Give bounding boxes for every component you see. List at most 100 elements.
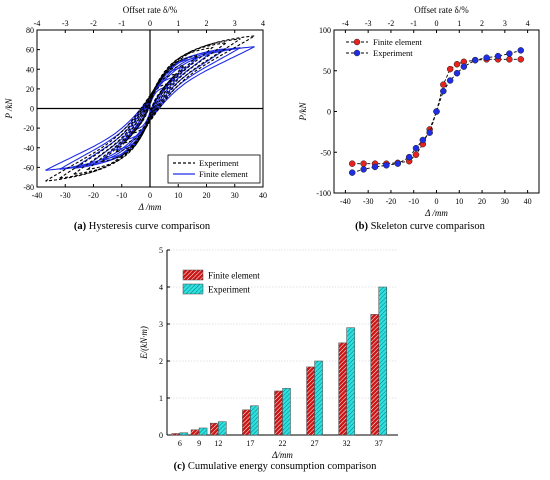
y-tick-label: -100 xyxy=(316,189,331,198)
caption-c: (c) Cumulative energy consumption compar… xyxy=(95,461,455,472)
caption-c-letter: (c) xyxy=(173,461,186,472)
y-tick-label: 3 xyxy=(159,320,163,329)
top-tick-label: -1 xyxy=(410,19,417,28)
bar xyxy=(218,421,227,436)
data-point xyxy=(517,47,525,54)
y-tick-label: 20 xyxy=(26,85,34,94)
series-experiment xyxy=(45,35,255,182)
top-axis-label: Offset rate δ/% xyxy=(414,5,469,15)
y-tick-label: -50 xyxy=(320,148,331,157)
y-tick-label: 100 xyxy=(319,26,331,35)
data-point xyxy=(440,81,447,88)
legend-label: Finite element xyxy=(208,271,260,281)
legend-swatch-marker xyxy=(353,38,361,46)
y-tick-label: 0 xyxy=(327,108,331,117)
bar xyxy=(282,388,291,436)
x-tick-label: -20 xyxy=(88,191,99,200)
y-tick-label: 5 xyxy=(159,246,163,255)
top-tick-label: 1 xyxy=(457,19,461,28)
data-point xyxy=(433,108,440,115)
legend-label: Finite element xyxy=(199,169,249,179)
top-tick-label: -4 xyxy=(34,19,41,28)
data-point xyxy=(360,166,367,173)
y-tick-label: 0 xyxy=(159,431,163,440)
x-tick-label: 9 xyxy=(197,439,201,448)
data-point xyxy=(440,87,447,95)
top-tick-label: 4 xyxy=(261,19,265,28)
legend-swatch xyxy=(182,269,204,281)
x-tick-label: 37 xyxy=(375,439,383,448)
top-tick-label: -2 xyxy=(90,19,97,28)
bar xyxy=(250,405,259,436)
x-tick-label: 27 xyxy=(311,439,319,448)
x-tick-label: 10 xyxy=(174,191,182,200)
bar xyxy=(338,342,347,436)
data-point xyxy=(460,63,468,70)
data-point xyxy=(412,144,420,152)
top-tick-label: 2 xyxy=(480,19,484,28)
x-tick-label: -20 xyxy=(386,197,397,206)
y-tick-label: 50 xyxy=(323,67,331,76)
data-point xyxy=(412,151,420,158)
caption-b-letter: (b) xyxy=(355,221,368,232)
y-tick-label: -60 xyxy=(23,163,34,172)
y-tick-label: -40 xyxy=(23,144,34,153)
legend-label: Finite element xyxy=(373,37,423,47)
bar xyxy=(378,286,387,436)
data-point xyxy=(405,153,413,161)
top-tick-label: 0 xyxy=(435,19,439,28)
y-axis-label: P /kN xyxy=(4,97,14,119)
x-tick-label: 40 xyxy=(524,197,532,206)
caption-a-letter: (a) xyxy=(73,221,87,232)
y-tick-label: 60 xyxy=(26,46,34,55)
series-experiment xyxy=(348,47,525,176)
bar xyxy=(346,327,355,436)
x-tick-label: 0 xyxy=(148,191,152,200)
top-tick-label: 0 xyxy=(148,19,152,28)
hysteresis-loop xyxy=(45,35,255,182)
y-tick-label: 4 xyxy=(159,283,163,292)
x-axis-label: Δ /mm xyxy=(424,208,448,218)
bar xyxy=(210,422,219,436)
bar xyxy=(274,390,283,436)
bar xyxy=(242,409,251,436)
top-tick-label: 1 xyxy=(176,19,180,28)
data-point xyxy=(453,60,461,68)
x-tick-label: -10 xyxy=(408,197,419,206)
x-tick-label: 20 xyxy=(478,197,486,206)
hysteresis-loop xyxy=(73,48,227,169)
caption-c-text: Cumulative energy consumption comparison xyxy=(185,461,377,472)
top-tick-label: 4 xyxy=(526,19,530,28)
x-tick-label: -30 xyxy=(60,191,71,200)
bar xyxy=(314,360,323,436)
legend-swatch xyxy=(182,283,204,295)
legend-swatch-marker xyxy=(353,49,361,57)
data-point xyxy=(348,169,356,176)
data-point xyxy=(506,50,513,57)
hysteresis-loop xyxy=(123,73,177,144)
bar xyxy=(190,429,200,436)
x-tick-label: 22 xyxy=(279,439,287,448)
bar xyxy=(179,432,189,436)
data-point xyxy=(426,129,433,136)
x-tick-label: 6 xyxy=(178,439,182,448)
legend-box xyxy=(167,154,261,184)
data-point xyxy=(494,52,502,60)
hysteresis-loop xyxy=(85,46,215,171)
bar xyxy=(171,433,181,436)
data-point xyxy=(371,163,379,171)
top-tick-label: -1 xyxy=(118,19,125,28)
y-axis-label: E/(kN·m) xyxy=(139,326,149,360)
data-point xyxy=(446,65,454,73)
top-tick-label: -3 xyxy=(365,19,372,28)
data-point xyxy=(483,54,490,61)
y-tick-label: 0 xyxy=(30,105,34,114)
y-tick-label: 40 xyxy=(26,65,34,74)
data-point xyxy=(471,56,479,64)
top-tick-label: 3 xyxy=(503,19,507,28)
top-tick-label: -4 xyxy=(342,19,349,28)
y-tick-label: -20 xyxy=(23,124,34,133)
y-tick-label: 2 xyxy=(159,357,163,366)
